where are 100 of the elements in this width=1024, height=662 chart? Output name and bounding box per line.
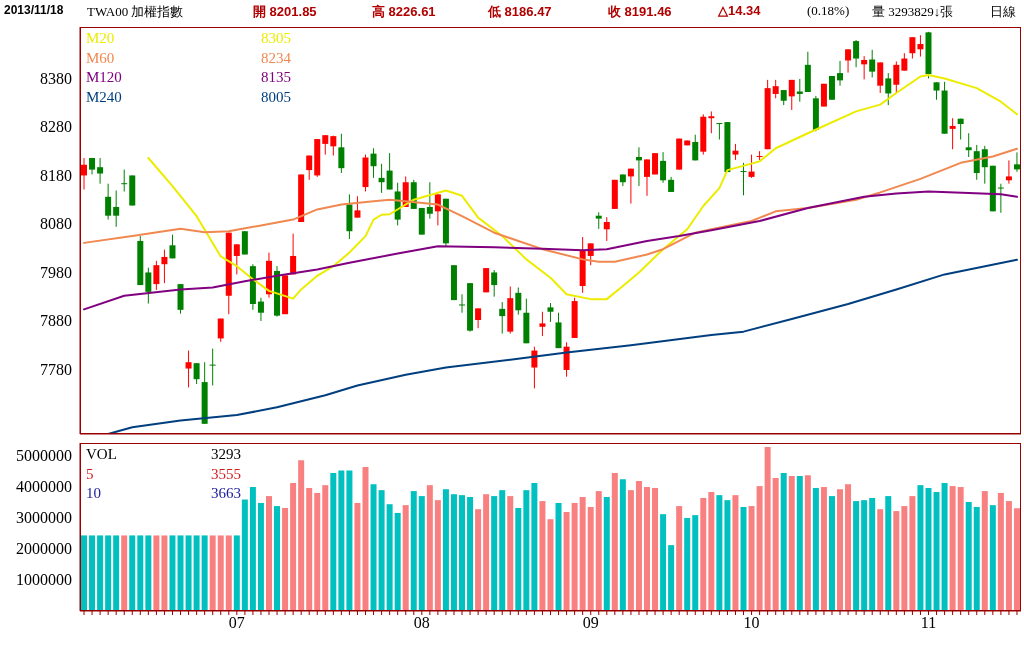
bar <box>989 505 996 611</box>
bar <box>748 506 755 611</box>
annotation: 8005 <box>261 87 291 107</box>
candlestick <box>370 147 377 179</box>
y-tick-label: 7880 <box>40 312 72 330</box>
bar <box>370 484 377 611</box>
bar <box>756 486 763 611</box>
candlestick <box>161 249 168 284</box>
candlestick <box>893 60 900 94</box>
bar <box>137 535 144 611</box>
bar <box>241 499 248 611</box>
bar <box>933 492 940 611</box>
candlestick <box>547 302 554 323</box>
bar <box>941 482 948 611</box>
bar <box>491 496 498 611</box>
line-series <box>147 74 1018 301</box>
bar <box>700 497 707 611</box>
bar <box>973 507 980 611</box>
bar <box>780 472 787 611</box>
candlestick <box>475 307 482 329</box>
candlestick <box>539 311 546 337</box>
bar <box>442 489 449 611</box>
bar <box>290 482 297 611</box>
text: △14.34 <box>718 3 761 18</box>
bar <box>265 496 272 611</box>
candlestick <box>965 132 972 158</box>
bar <box>901 506 908 611</box>
candlestick <box>643 158 650 197</box>
bar <box>201 535 208 611</box>
candlestick <box>499 301 506 335</box>
bar <box>169 535 176 611</box>
bar <box>378 490 385 611</box>
bar <box>893 511 900 611</box>
candlestick <box>233 243 240 275</box>
line-series <box>107 258 1018 434</box>
bar <box>965 502 972 611</box>
bar <box>531 482 538 611</box>
candlestick <box>748 154 755 179</box>
bar <box>298 460 305 611</box>
y-tick-label: 2000000 <box>16 540 72 558</box>
bar <box>193 535 200 611</box>
bar <box>209 535 216 611</box>
bar <box>804 475 811 611</box>
text: 開 8201.85 <box>253 3 317 21</box>
bar <box>515 507 522 611</box>
bar <box>483 494 490 611</box>
bar <box>113 535 120 611</box>
text: (0.18%) <box>807 3 850 19</box>
annotation: 10 <box>86 484 102 503</box>
candlestick <box>692 134 699 161</box>
bar <box>828 496 835 611</box>
candlestick <box>917 34 924 58</box>
annotation: 3293 <box>211 445 241 464</box>
y-tick-label: 8280 <box>40 118 72 136</box>
text: 量 3293829↓張 <box>872 3 954 21</box>
candlestick <box>1013 151 1020 173</box>
bar <box>917 485 924 611</box>
bar <box>89 535 96 611</box>
candlestick <box>997 183 1004 214</box>
bar <box>684 517 691 611</box>
candlestick <box>306 155 313 181</box>
bar <box>957 487 964 611</box>
bar <box>161 535 168 611</box>
bar <box>643 487 650 611</box>
candlestick <box>740 162 747 196</box>
bar <box>121 535 128 611</box>
bar <box>587 507 594 611</box>
bar <box>635 481 642 611</box>
text: VOL <box>86 445 118 464</box>
bar <box>459 495 466 611</box>
candlestick <box>322 134 329 156</box>
bar <box>652 487 659 611</box>
candlestick <box>788 79 795 111</box>
candlestick <box>660 151 667 184</box>
bar <box>410 491 417 611</box>
bar <box>105 535 112 611</box>
annotation: 5 <box>86 464 95 484</box>
candlestick <box>716 122 723 141</box>
bar <box>257 502 264 611</box>
candlestick <box>828 75 835 101</box>
bar <box>475 509 482 611</box>
bar <box>708 492 715 611</box>
candlestick <box>973 144 980 181</box>
bar <box>233 535 240 611</box>
bar <box>539 501 546 611</box>
bar <box>185 535 192 611</box>
bar <box>354 502 361 611</box>
bar <box>338 470 345 611</box>
bar <box>660 514 667 611</box>
bar <box>523 490 530 611</box>
bar <box>716 495 723 611</box>
text: 日線 <box>990 3 1016 21</box>
candlestick <box>869 49 876 78</box>
line-series <box>83 190 1018 311</box>
candlestick <box>861 55 868 80</box>
annotation: 8305 <box>261 29 291 48</box>
bar <box>129 535 136 611</box>
bar <box>467 497 474 611</box>
bar <box>386 504 393 611</box>
text: 低 8186.47 <box>488 3 552 21</box>
